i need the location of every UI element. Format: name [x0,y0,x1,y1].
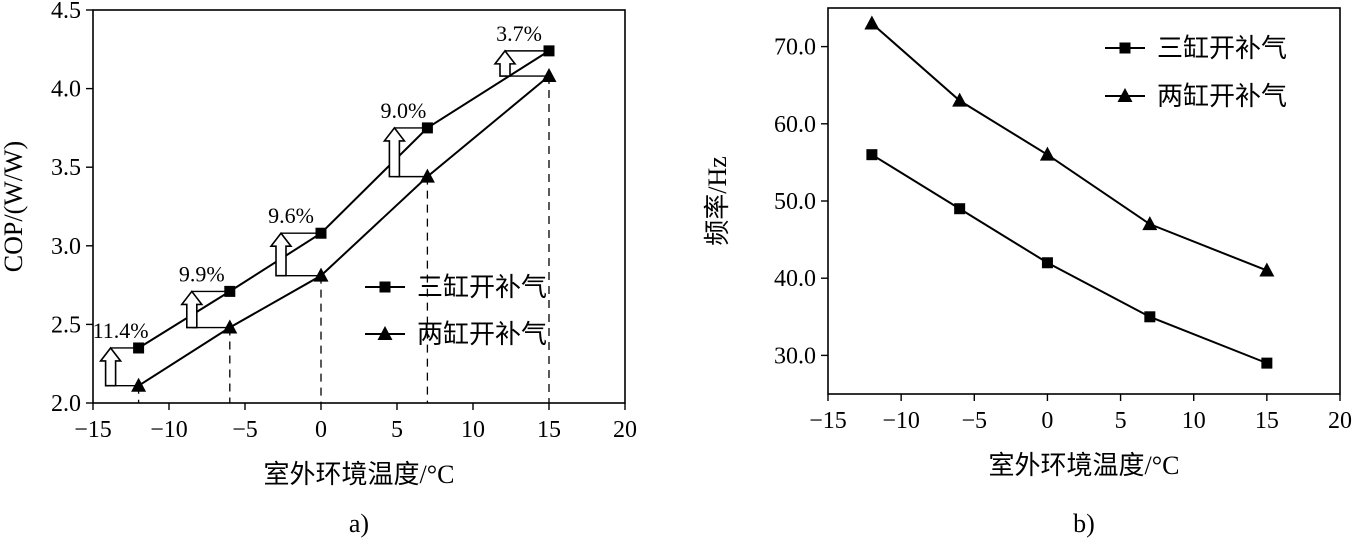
x-tick-label: 15 [537,417,561,443]
plot-frame [92,9,626,404]
series-0-point [954,203,966,215]
x-tick-label: 15 [1255,408,1279,434]
y-tick-label: 3.0 [51,234,81,260]
legend-label-0: 三缸开补气 [1157,34,1287,63]
y-axis-title: COP/(W/W) [0,141,28,272]
x-tick-label: 20 [1328,408,1352,434]
x-tick-label: 0 [315,417,327,443]
improvement-arrow [269,231,293,277]
x-tick-label: −10 [150,417,188,443]
x-tick-label: 5 [391,417,403,443]
x-tick-label: −10 [882,408,920,434]
series-1-point [1259,262,1275,277]
y-tick-label: 3.5 [51,155,81,181]
improvement-label: 9.9% [179,261,225,286]
chart-a-cop: −15 −10 −5 0 5 10 15 20 2.0 2.5 3.0 3.5 4.0 4.5 室外环境温度… [0,0,637,538]
legend-marker-1 [1117,88,1133,102]
x-tick-label: 0 [1041,408,1053,434]
legend-label-0: 三缸开补气 [417,273,547,302]
series-1-point [222,319,238,334]
series-1-point [1142,216,1158,231]
series-1-point [131,377,147,392]
y-tick-label: 70.0 [774,35,816,61]
improvement-arrow [382,126,407,178]
y-tick-label: 2.0 [51,391,81,417]
y-tick-label: 4.0 [51,77,81,103]
y-tick-label: 4.5 [51,0,81,24]
x-tick-label: −5 [962,408,988,434]
chart-b-frequency: −15 −10 −5 0 5 10 15 20 30.0 40.0 50.0 60.0 70.0 室外环境… [703,7,1352,538]
legend-marker-0 [379,281,391,293]
y-tick-label: 30.0 [774,343,816,369]
series-0-point [1041,257,1053,269]
legend-label-1: 两缸开补气 [1157,82,1287,111]
x-tick-label: −15 [74,417,112,443]
x-axis-title: 室外环境温度/°C [264,460,455,489]
series-1-point [419,168,435,183]
series-1-point [313,267,329,282]
series-1-point [952,92,968,107]
legend-marker-1 [377,326,393,340]
plot-frame [827,7,1341,395]
series-1-point [541,68,557,83]
x-tick-label: −5 [232,417,258,443]
improvement-label: 3.7% [496,21,542,46]
improvement-arrow [180,290,204,329]
y-tick-label: 2.5 [51,312,81,338]
y-tick-label: 50.0 [774,189,816,215]
x-tick-label: 5 [1115,408,1127,434]
figure-caption: a) [349,509,369,538]
x-tick-label: 10 [1182,408,1206,434]
improvement-arrow [98,346,123,387]
series-line-0 [871,153,1268,365]
x-tick-label: −15 [809,408,847,434]
series-0-point [1261,357,1273,369]
figure-caption: b) [1073,509,1095,538]
legend-label-1: 两缸开补气 [417,320,547,349]
y-tick-label: 40.0 [774,266,816,292]
improvement-label: 11.4% [93,318,149,343]
series-0-point [866,149,878,161]
series-0-point [1144,311,1156,323]
x-tick-label: 10 [461,417,485,443]
legend-marker-0 [1119,42,1131,54]
y-axis-title: 频率/Hz [703,156,732,246]
improvement-arrow [493,49,517,77]
improvement-label: 9.0% [380,98,426,123]
x-axis-title: 室外环境温度/°C [989,451,1180,480]
x-tick-label: 20 [613,417,637,443]
improvement-label: 9.6% [268,203,314,228]
series-1-point [1039,146,1055,161]
series-1-point [864,15,880,30]
y-tick-label: 60.0 [774,112,816,138]
